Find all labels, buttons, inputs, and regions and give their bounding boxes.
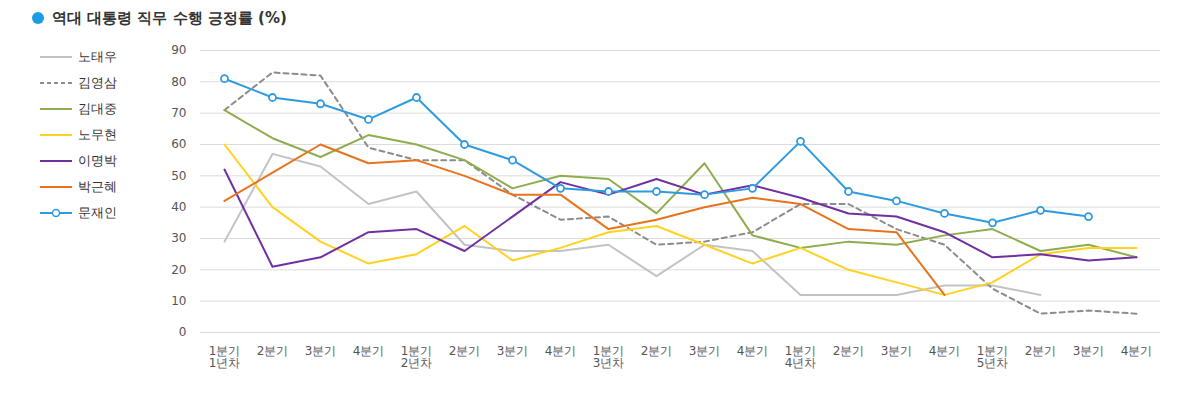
svg-text:40: 40: [171, 200, 186, 214]
svg-text:2분기: 2분기: [1025, 344, 1057, 358]
svg-text:1분기4년차: 1분기4년차: [785, 344, 817, 370]
html-text:노무현: 노무현: [78, 127, 117, 142]
svg-text:2분기: 2분기: [257, 344, 289, 358]
svg-text:4분기: 4분기: [353, 344, 385, 358]
svg-text:1분기2년차: 1분기2년차: [401, 344, 433, 370]
svg-text:3분기: 3분기: [689, 344, 721, 358]
html-text:노태우: 노태우: [78, 49, 117, 64]
svg-text:4분기: 4분기: [929, 344, 961, 358]
html-text:이명박: 이명박: [78, 153, 117, 168]
svg-text:60: 60: [171, 137, 186, 151]
svg-text:50: 50: [171, 169, 186, 183]
svg-text:3분기: 3분기: [305, 344, 337, 358]
svg-text:4분기: 4분기: [1121, 344, 1153, 358]
svg-text:1분기5년차: 1분기5년차: [977, 344, 1009, 370]
svg-text:30: 30: [171, 231, 186, 245]
html-text:김대중: 김대중: [78, 101, 117, 116]
svg-text:4분기: 4분기: [545, 344, 577, 358]
svg-text:70: 70: [171, 106, 186, 120]
svg-text:80: 80: [171, 75, 186, 89]
svg-text:1분기1년차: 1분기1년차: [209, 344, 241, 370]
svg-text:2분기: 2분기: [833, 344, 865, 358]
svg-text:2분기: 2분기: [641, 344, 673, 358]
html-text:김영삼: 김영삼: [78, 75, 117, 90]
svg-text:90: 90: [171, 43, 186, 57]
svg-text:3분기: 3분기: [881, 344, 913, 358]
svg-text:3분기: 3분기: [497, 344, 529, 358]
svg-text:10: 10: [171, 294, 186, 308]
svg-text:3분기: 3분기: [1073, 344, 1105, 358]
svg-text:4분기: 4분기: [737, 344, 769, 358]
html-text:역대 대통령 직무 수행 긍정률 (%): 역대 대통령 직무 수행 긍정률 (%): [52, 8, 287, 27]
svg-text:1분기3년차: 1분기3년차: [593, 344, 625, 370]
svg-text:20: 20: [171, 263, 186, 277]
html-text:박근혜: 박근혜: [78, 179, 117, 194]
svg-text:0: 0: [179, 325, 187, 339]
svg-text:2분기: 2분기: [449, 344, 481, 358]
html-text:문재인: 문재인: [78, 205, 117, 220]
